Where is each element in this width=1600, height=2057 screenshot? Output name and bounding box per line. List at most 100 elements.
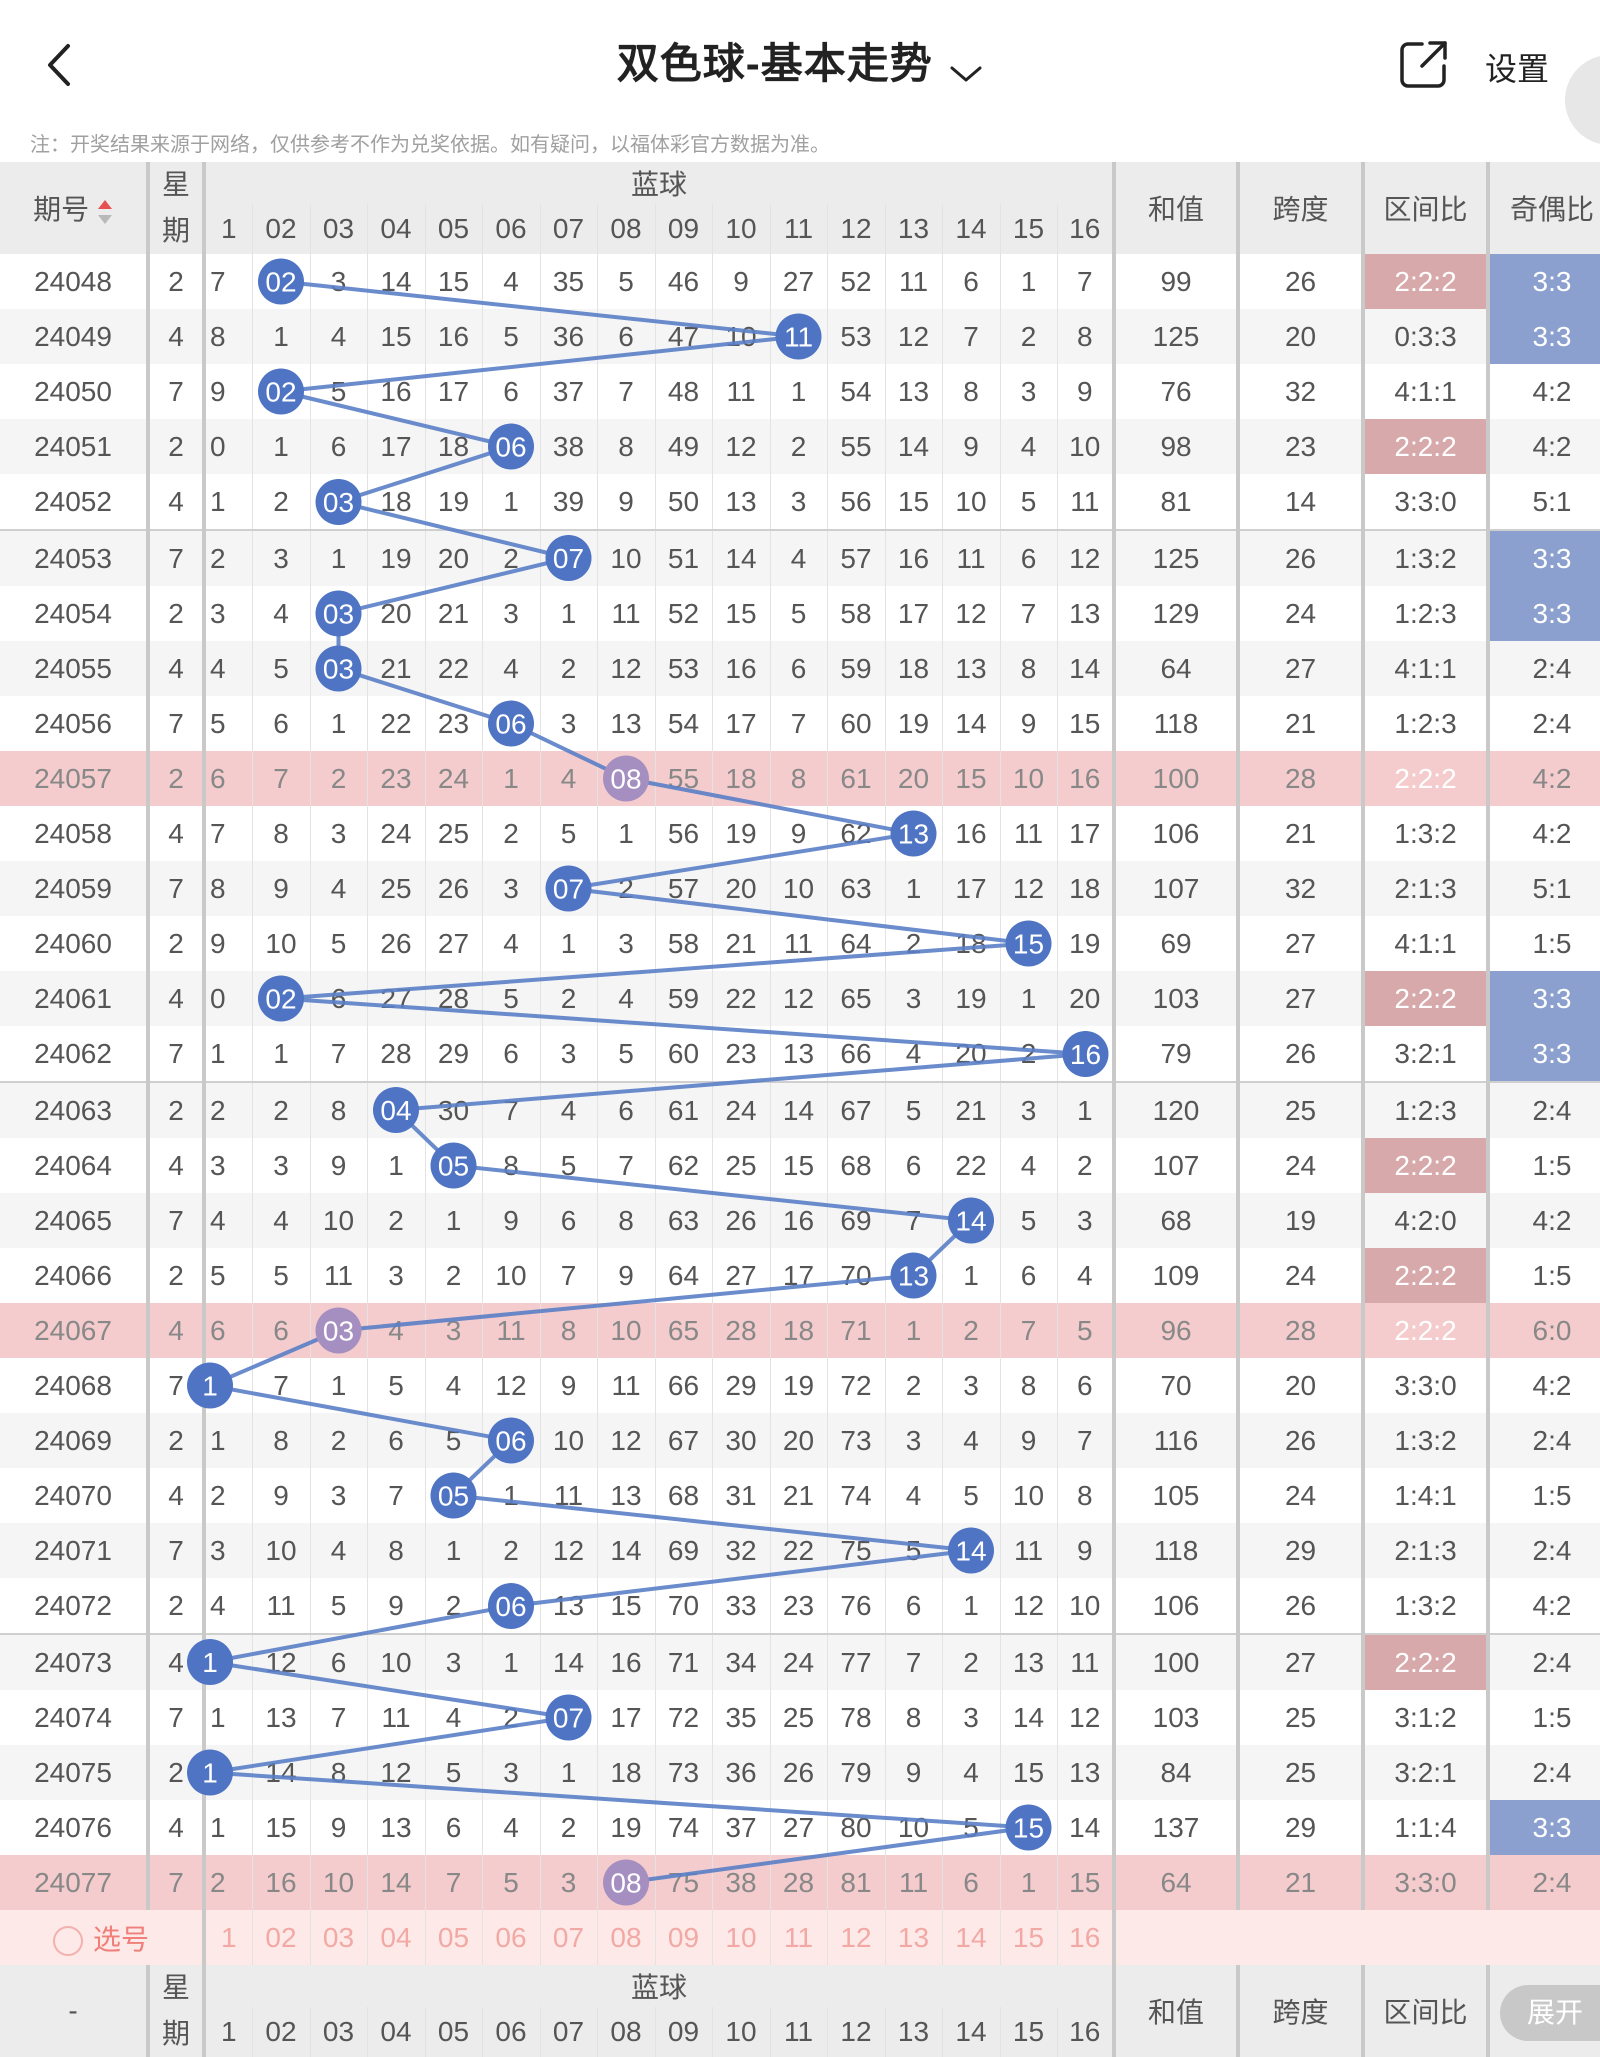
sum-cell: 96: [1114, 1303, 1241, 1358]
pick-number-cell[interactable]: 09: [655, 1910, 713, 1965]
pick-number-cell[interactable]: 14: [942, 1910, 1001, 1965]
blue-ball-cell: 32: [712, 1523, 771, 1578]
sort-icon: [97, 199, 112, 224]
footer-blue-col-header: 15: [1000, 2007, 1058, 2057]
blue-ball-cell: 33: [712, 1578, 771, 1634]
blue-ball-cell: 1: [425, 1193, 483, 1248]
pick-number-cell[interactable]: 04: [367, 1910, 426, 1965]
blue-ball-cell: 18: [885, 641, 943, 696]
blue-ball-cell: 12: [942, 586, 1001, 641]
blue-ball-cell: 10: [1000, 1468, 1058, 1523]
blue-col-header: 16: [1057, 204, 1117, 254]
blue-ball-cell: 8: [204, 861, 253, 916]
blue-ball-cell: 12: [367, 1745, 426, 1800]
share-icon[interactable]: [1398, 38, 1450, 90]
blue-ball-cell: 1: [942, 1248, 1001, 1303]
week-cell: 7: [148, 1193, 206, 1248]
odd-even-cell: 4:2: [1488, 751, 1600, 806]
zone-ratio-cell: 1:4:1: [1363, 1468, 1491, 1523]
pick-number-cell[interactable]: 03: [310, 1910, 368, 1965]
blue-ball-cell: 14: [1057, 641, 1117, 696]
footer-zone-header: 区间比: [1363, 1965, 1491, 2057]
sum-cell: 125: [1114, 529, 1241, 586]
blue-col-header: 04: [367, 204, 426, 254]
blue-ball-cell: 2: [252, 474, 311, 530]
blue-ball-cell: 9: [252, 861, 311, 916]
blue-ball-cell: 8: [252, 1413, 311, 1468]
blue-ball-cell: 15: [942, 751, 1001, 806]
blue-ball-cell: 17: [367, 419, 426, 474]
table-row: 24059789425263072572010631171218107322:1…: [0, 861, 1600, 916]
sum-cell: 100: [1114, 1633, 1241, 1690]
settings-button[interactable]: 设置: [1485, 51, 1550, 87]
blue-ball-cell: 74: [655, 1800, 713, 1855]
blue-ball-cell: 1: [540, 586, 598, 641]
period-cell: 24053: [0, 529, 150, 586]
blue-ball-cell: 07: [540, 1690, 598, 1745]
pick-number-toggle[interactable]: 选号: [0, 1910, 206, 1965]
col-week-header-bottom: 期: [148, 204, 206, 254]
blue-ball-cell: 1: [425, 1523, 483, 1578]
blue-ball-cell: 11: [367, 1690, 426, 1745]
blue-ball-cell: 10: [770, 861, 828, 916]
blue-ball-cell: 15: [367, 309, 426, 364]
blue-ball-cell: 4: [204, 1193, 253, 1248]
footer-blue-col-header: 07: [540, 2007, 598, 2057]
blue-ball-cell: 15: [1057, 696, 1117, 751]
week-cell: 7: [148, 1690, 206, 1745]
period-cell: 24048: [0, 254, 150, 309]
zone-ratio-cell: 2:2:2: [1363, 971, 1491, 1026]
blue-ball-cell: 1: [310, 696, 368, 751]
span-cell: 27: [1238, 1633, 1366, 1690]
blue-ball-cell: 26: [712, 1193, 771, 1248]
blue-ball-cell: 25: [367, 861, 426, 916]
blue-ball-cell: 27: [712, 1248, 771, 1303]
title-dropdown[interactable]: 双色球-基本走势: [0, 30, 1600, 91]
col-period-header[interactable]: 期号: [0, 162, 150, 254]
blue-ball-cell: 9: [540, 1358, 598, 1413]
blue-ball-cell: 2: [597, 861, 656, 916]
blue-ball-cell: 74: [827, 1468, 886, 1523]
blue-ball-cell: 63: [827, 861, 886, 916]
table-row: 24053723119202071051144571611612125261:3…: [0, 529, 1600, 586]
footer-blue-col-header: 13: [885, 2007, 943, 2057]
blue-ball-cell: 61: [827, 751, 886, 806]
zone-ratio-cell: 1:3:2: [1363, 529, 1491, 586]
pick-number-cell[interactable]: 06: [482, 1910, 541, 1965]
pick-number-cell[interactable]: 11: [770, 1910, 828, 1965]
expand-button[interactable]: 展开: [1500, 1985, 1600, 2041]
blue-ball-cell: 1: [310, 529, 368, 586]
blue-ball-cell: 1: [482, 1468, 541, 1523]
pick-number-cell[interactable]: 15: [1000, 1910, 1058, 1965]
blue-ball-cell: 62: [827, 806, 886, 861]
blue-ball-cell: 28: [367, 1026, 426, 1082]
pick-number-cell[interactable]: 05: [425, 1910, 483, 1965]
blue-ball-cell: 8: [204, 309, 253, 364]
blue-ball-cell: 9: [1000, 696, 1058, 751]
blue-ball-cell: 5: [885, 1081, 943, 1138]
pick-number-cell[interactable]: 1: [204, 1910, 253, 1965]
blue-ball-cell: 3: [252, 1138, 311, 1193]
blue-ball-cell: 1: [204, 1745, 253, 1800]
pick-number-cell[interactable]: 13: [885, 1910, 943, 1965]
blue-ball-cell: 24: [367, 806, 426, 861]
blue-ball-cell: 17: [942, 861, 1001, 916]
blue-ball-cell: 12: [540, 1523, 598, 1578]
week-cell: 2: [148, 1578, 206, 1634]
span-cell: 27: [1238, 971, 1366, 1026]
pick-number-cell[interactable]: 10: [712, 1910, 771, 1965]
back-arrow-icon[interactable]: [40, 40, 80, 90]
pick-number-cell[interactable]: 16: [1057, 1910, 1117, 1965]
blue-ball-cell: 9: [1000, 1413, 1058, 1468]
blue-ball-cell: 7: [540, 1248, 598, 1303]
pick-number-cell[interactable]: 08: [597, 1910, 656, 1965]
blue-ball-cell: 10: [482, 1248, 541, 1303]
blue-ball-cell: 4: [252, 1193, 311, 1248]
pick-number-cell[interactable]: 12: [827, 1910, 886, 1965]
pick-number-cell[interactable]: 07: [540, 1910, 598, 1965]
pick-number-cell[interactable]: 02: [252, 1910, 311, 1965]
blue-ball-cell: 57: [655, 861, 713, 916]
footer-week-bottom: 期: [148, 2007, 206, 2057]
week-cell: 2: [148, 419, 206, 474]
table-row: 24072241159206131570332376611210106261:3…: [0, 1578, 1600, 1634]
